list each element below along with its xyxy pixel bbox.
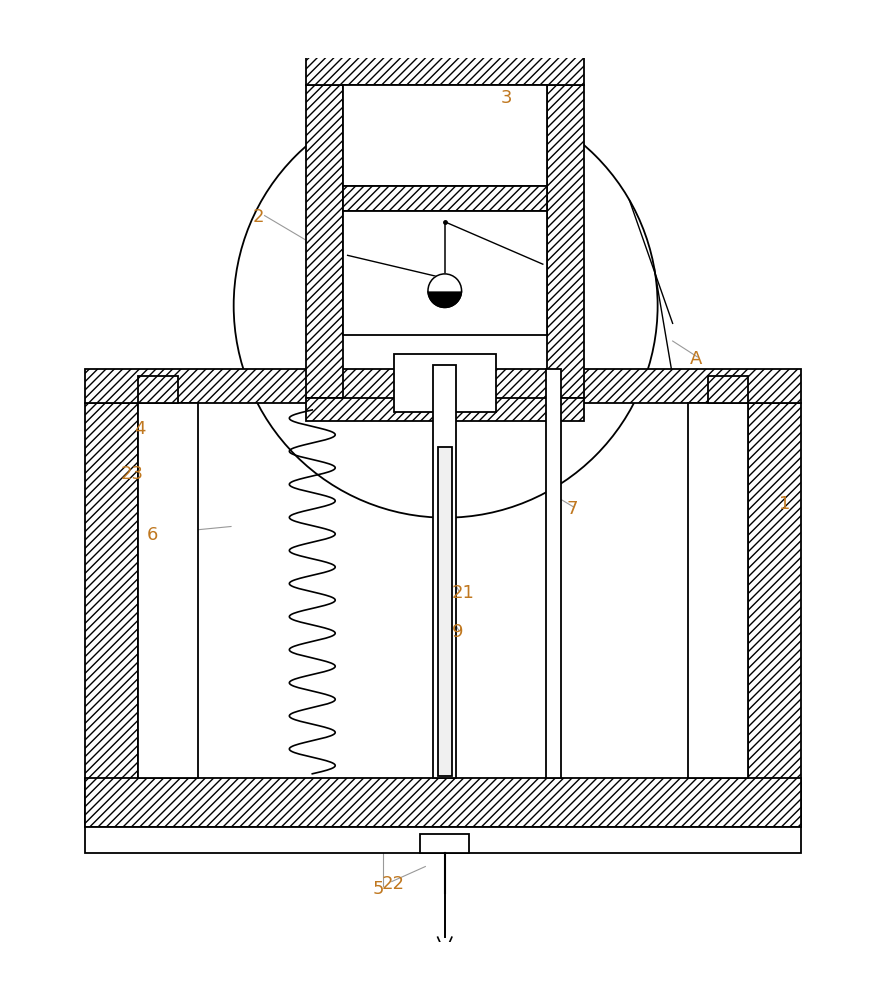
Bar	[394, 354, 496, 412]
Text: 3: 3	[501, 89, 512, 107]
Bar	[85, 369, 801, 403]
Bar	[343, 186, 548, 211]
Text: 7: 7	[567, 500, 579, 518]
Text: 1: 1	[779, 495, 790, 513]
Text: 9: 9	[452, 623, 463, 641]
Text: 5: 5	[372, 880, 384, 898]
Text: 23: 23	[120, 465, 144, 483]
Bar	[306, 398, 584, 421]
Bar	[343, 211, 548, 335]
Bar	[708, 376, 748, 403]
Text: 22: 22	[381, 875, 404, 893]
Bar	[421, 834, 469, 853]
Bar	[85, 403, 138, 827]
Bar	[85, 827, 801, 853]
Text: 2: 2	[253, 208, 265, 226]
Polygon shape	[428, 291, 462, 307]
Bar	[438, 447, 452, 776]
Bar	[85, 778, 801, 827]
Text: 6: 6	[147, 526, 159, 544]
Text: A: A	[690, 350, 703, 368]
Bar	[688, 403, 748, 778]
Bar	[546, 369, 561, 778]
Bar	[548, 85, 584, 398]
Bar	[433, 365, 456, 778]
Bar	[306, 51, 584, 85]
Text: 4: 4	[134, 420, 145, 438]
Polygon shape	[428, 274, 462, 291]
Bar	[343, 85, 548, 186]
Bar	[748, 403, 801, 827]
Text: 21: 21	[452, 584, 475, 602]
Bar	[138, 403, 198, 778]
Bar	[138, 376, 178, 403]
Bar	[306, 85, 343, 398]
